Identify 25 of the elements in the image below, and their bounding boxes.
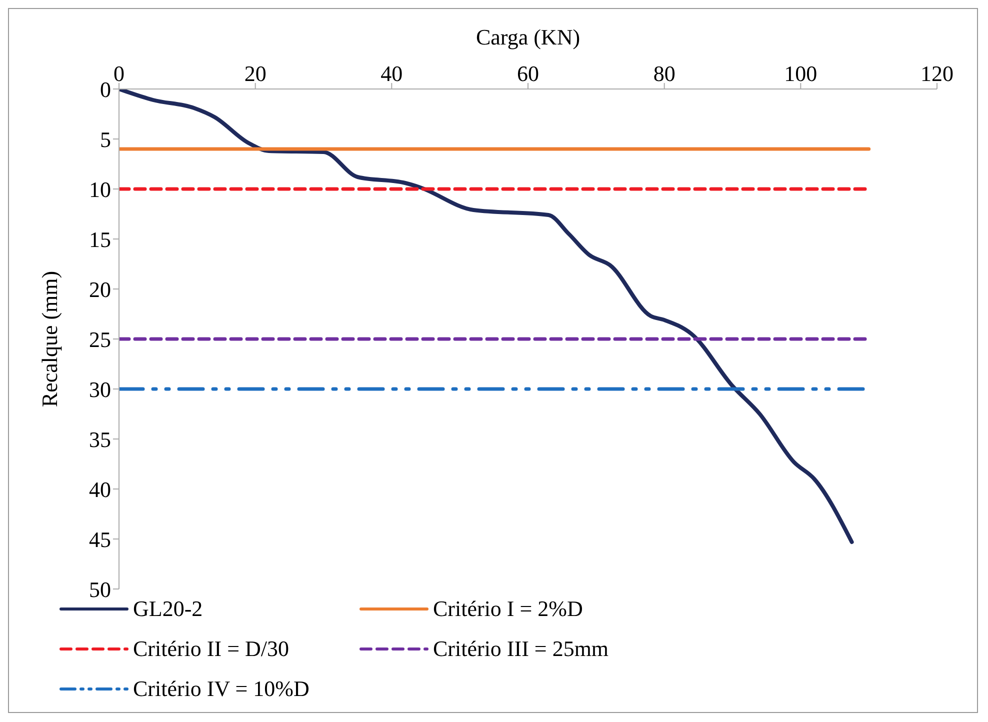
y-tick-label: 25 — [89, 326, 111, 352]
y-tick-label: 0 — [100, 76, 111, 102]
y-tick-label: 15 — [89, 226, 111, 252]
y-tick-label: 45 — [89, 526, 111, 552]
y-tick-label: 10 — [89, 176, 111, 202]
line-series — [119, 89, 854, 544]
legend-label: Critério IV = 10%D — [133, 676, 310, 702]
legend-label: GL20-2 — [133, 596, 203, 622]
legend-label: Critério III = 25mm — [433, 636, 609, 662]
x-tick-label: 80 — [653, 61, 676, 86]
x-axis-title: Carga (KN) — [476, 24, 580, 50]
x-tick-label: 20 — [244, 61, 266, 86]
legend-label: Critério I = 2%D — [433, 596, 583, 622]
x-tick-label: 100 — [784, 61, 818, 86]
x-tick-label: 40 — [380, 61, 403, 86]
y-axis-title: Recalque (mm) — [36, 270, 62, 408]
y-tick-label: 40 — [89, 476, 111, 502]
y-tick-label: 5 — [100, 126, 111, 152]
y-tick-label: 20 — [89, 276, 111, 302]
y-tick-label: 35 — [89, 426, 111, 452]
y-tick-label: 50 — [89, 576, 111, 602]
x-tick-label: 60 — [517, 61, 539, 86]
y-tick-label: 30 — [89, 376, 111, 402]
legend-label: Critério II = D/30 — [133, 636, 289, 662]
x-tick-label: 120 — [920, 61, 954, 86]
